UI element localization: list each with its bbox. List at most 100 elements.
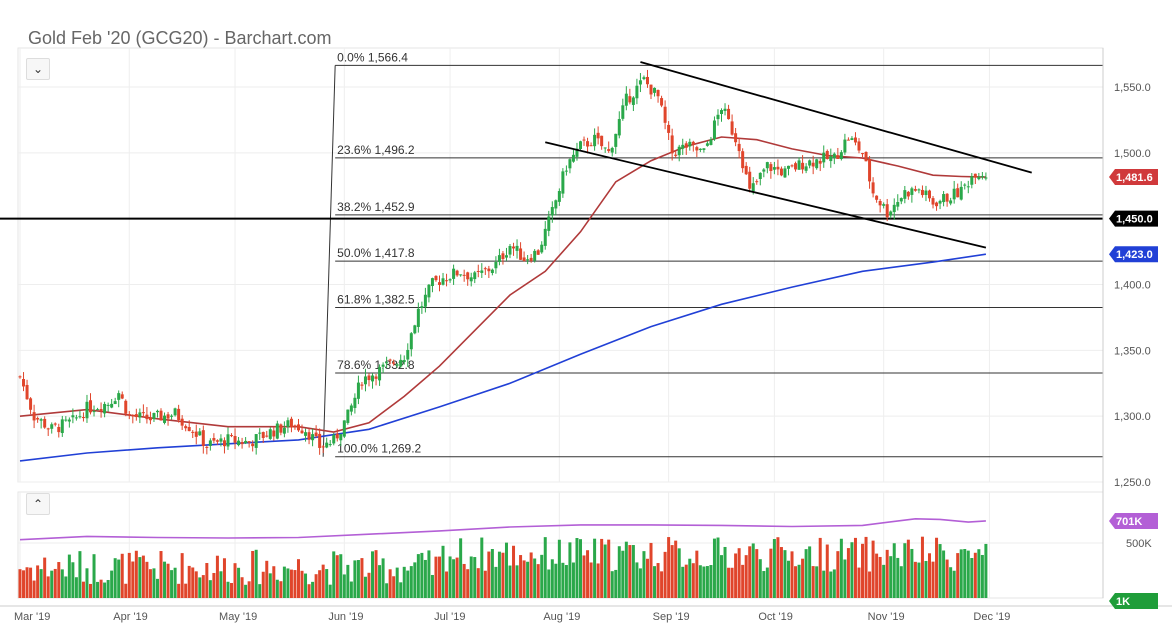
volume-bar [557, 539, 561, 598]
volume-bar [233, 563, 237, 598]
candle-body [311, 434, 315, 441]
candle-body [388, 359, 392, 361]
volume-bar [776, 537, 780, 598]
price-tick-label: 1,550.0 [1114, 82, 1151, 94]
volume-bar [53, 568, 57, 598]
volume-bar [78, 551, 82, 598]
candle-body [346, 409, 350, 423]
candle-body [727, 108, 731, 120]
candle-body [74, 417, 78, 419]
volume-bar [497, 551, 501, 598]
volume-bar [836, 551, 840, 598]
volume-bar [649, 542, 653, 598]
candle-body [191, 431, 195, 433]
volume-bar [173, 567, 177, 598]
volume-bar [600, 538, 604, 598]
candle-body [113, 401, 117, 405]
candle-body [57, 426, 61, 433]
volume-bar [152, 568, 156, 598]
candle-body [529, 257, 533, 261]
candle-body [794, 163, 798, 170]
tag-support-level-label: 1,450.0 [1116, 214, 1153, 226]
volume-bar [501, 552, 505, 598]
candle-body [797, 160, 801, 170]
volume-bar [420, 552, 424, 598]
volume-bar [804, 549, 808, 598]
candle-body [67, 419, 71, 422]
volume-bar [254, 549, 258, 598]
candle-body [540, 244, 544, 253]
volume-bar [519, 555, 523, 598]
month-tick-label: Mar '19 [14, 611, 50, 623]
candle-body [550, 207, 554, 216]
month-tick-label: Dec '19 [973, 611, 1010, 623]
axes: 1,550.0 1,500.0 1,450.0 1,400.0 1,350.0 1,300… [0, 48, 1172, 623]
candle-body [32, 412, 36, 421]
month-tick-label: Jul '19 [434, 611, 465, 623]
candle-body [512, 246, 516, 249]
candle-body [857, 141, 861, 151]
volume-bar [388, 569, 392, 598]
volume-bar [702, 566, 706, 598]
candle-body [698, 148, 702, 150]
volume-bar [927, 553, 931, 598]
candle-body [945, 193, 949, 202]
volume-bar [335, 555, 339, 598]
candle-body [568, 159, 572, 169]
candle-body [973, 173, 977, 178]
candle-body [712, 120, 716, 140]
volume-bar [741, 564, 745, 598]
candle-body [917, 189, 921, 191]
candle-body [691, 141, 695, 145]
volume-bar [222, 558, 226, 598]
volume-bar [483, 570, 487, 598]
volume-bar [50, 570, 54, 598]
volume-bar [952, 570, 956, 598]
candle-body [293, 425, 297, 427]
volume-bar [163, 561, 167, 598]
candle-body [631, 97, 635, 105]
volume-bar [628, 545, 632, 598]
candle-body [353, 397, 357, 408]
volume-bar [92, 554, 96, 598]
candle-body [589, 145, 593, 147]
volume-bar [131, 561, 135, 598]
candle-body [420, 306, 424, 308]
volume-bar [850, 542, 854, 598]
candle-body [226, 434, 230, 447]
volume-bar [786, 560, 790, 598]
volume-bar [861, 543, 865, 598]
candle-body [920, 189, 924, 196]
volume-bar [279, 581, 283, 598]
volume-bar [300, 570, 304, 598]
candle-body [656, 89, 660, 97]
chevron-up-icon[interactable]: ⌃ [26, 493, 50, 515]
candle-body [603, 147, 607, 149]
volume-bar [311, 581, 315, 598]
candle-body [321, 446, 325, 448]
volume-bar [395, 567, 399, 598]
volume-bar [293, 570, 297, 598]
tag-volume-average: 701K [1109, 513, 1158, 529]
candle-body [593, 134, 597, 147]
candle-body [124, 400, 128, 414]
chevron-down-icon[interactable]: ⌄ [26, 58, 50, 80]
volume-bar [504, 542, 508, 598]
volume-bar [624, 541, 628, 598]
volume-bar [261, 571, 265, 598]
candle-body [557, 191, 561, 202]
volume-bar [512, 545, 516, 598]
price-tags: 1,481.6 1,450.0 1,423.0 701K 1K [1109, 169, 1158, 609]
tag-ma200-label: 1,423.0 [1116, 249, 1153, 261]
volume-bar [698, 565, 702, 598]
tag-volume-average-bg [1109, 513, 1158, 529]
candle-body [519, 248, 523, 260]
volume-bar [794, 566, 798, 598]
candle-body [716, 114, 720, 120]
volume-bar [973, 552, 977, 598]
candle-body [212, 438, 216, 441]
volume-bar [113, 558, 117, 598]
candle-body [818, 160, 822, 164]
candle-body [526, 259, 530, 261]
volume-bar [818, 537, 822, 598]
